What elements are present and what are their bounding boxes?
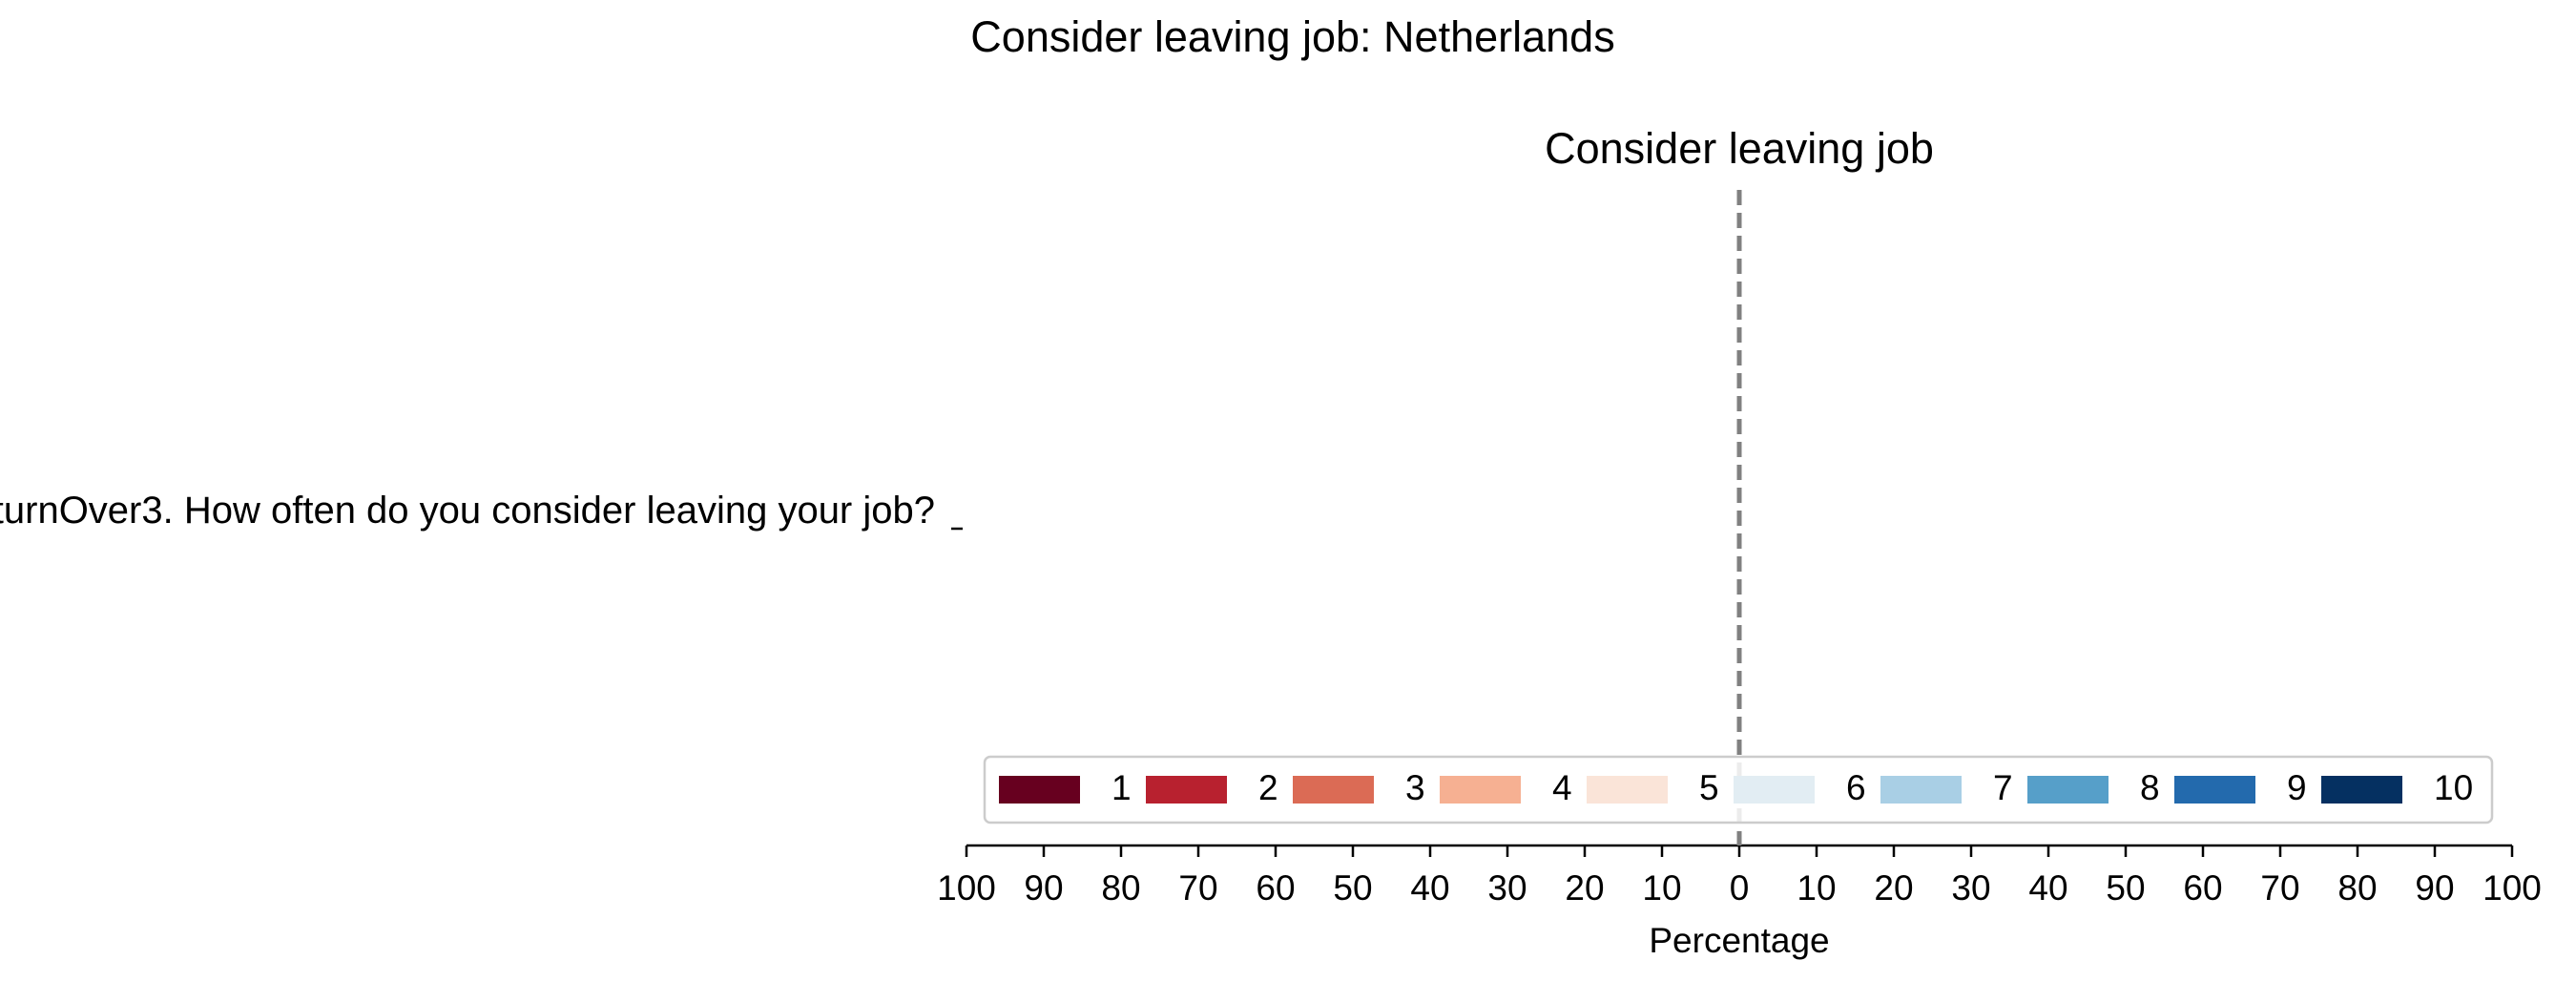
x-tick-label: 30: [1951, 868, 1990, 908]
legend-label: 4: [1552, 768, 1572, 807]
legend-label: 2: [1258, 768, 1278, 807]
legend-swatch: [1587, 776, 1668, 804]
x-tick-label: 80: [1101, 868, 1140, 908]
chart-title: Consider leaving job: Netherlands: [970, 12, 1614, 61]
x-axis-label: Percentage: [1649, 921, 1829, 960]
x-tick-label: 100: [937, 868, 996, 908]
legend-label: 6: [1846, 768, 1866, 807]
legend-swatch: [1440, 776, 1521, 804]
legend-label: 5: [1699, 768, 1719, 807]
legend-swatch: [2321, 776, 2402, 804]
x-tick-label: 70: [2260, 868, 2299, 908]
legend-swatch: [1734, 776, 1815, 804]
legend-label: 10: [2434, 768, 2473, 807]
x-tick-label: 90: [2415, 868, 2454, 908]
legend-label: 1: [1111, 768, 1132, 807]
x-tick-label: 60: [1256, 868, 1295, 908]
x-tick-label: 30: [1487, 868, 1527, 908]
x-tick-label: 0: [1730, 868, 1750, 908]
x-tick-label: 90: [1024, 868, 1063, 908]
category-label: turnOver3. How often do you consider lea…: [0, 490, 935, 532]
legend-swatch: [1880, 776, 1962, 804]
legend-swatch: [2027, 776, 2109, 804]
legend-swatch: [1293, 776, 1374, 804]
x-tick-label: 100: [2483, 868, 2542, 908]
x-tick-label: 10: [1642, 868, 1681, 908]
x-tick-label: 40: [1410, 868, 1449, 908]
x-tick-label: 50: [2106, 868, 2145, 908]
x-tick-label: 70: [1178, 868, 1217, 908]
legend-swatch: [2174, 776, 2255, 804]
x-tick-label: 50: [1333, 868, 1372, 908]
x-tick-label: 80: [2337, 868, 2377, 908]
legend-label: 9: [2287, 768, 2307, 807]
legend-swatch: [999, 776, 1080, 804]
x-tick-label: 10: [1797, 868, 1836, 908]
x-tick-label: 20: [1565, 868, 1604, 908]
x-tick-label: 60: [2183, 868, 2222, 908]
legend-label: 3: [1405, 768, 1425, 807]
x-tick-label: 40: [2028, 868, 2067, 908]
legend-label: 7: [1993, 768, 2013, 807]
legend-swatch: [1146, 776, 1227, 804]
legend-label: 8: [2140, 768, 2160, 807]
x-tick-label: 20: [1874, 868, 1913, 908]
chart-subtitle: Consider leaving job: [1545, 124, 1934, 173]
